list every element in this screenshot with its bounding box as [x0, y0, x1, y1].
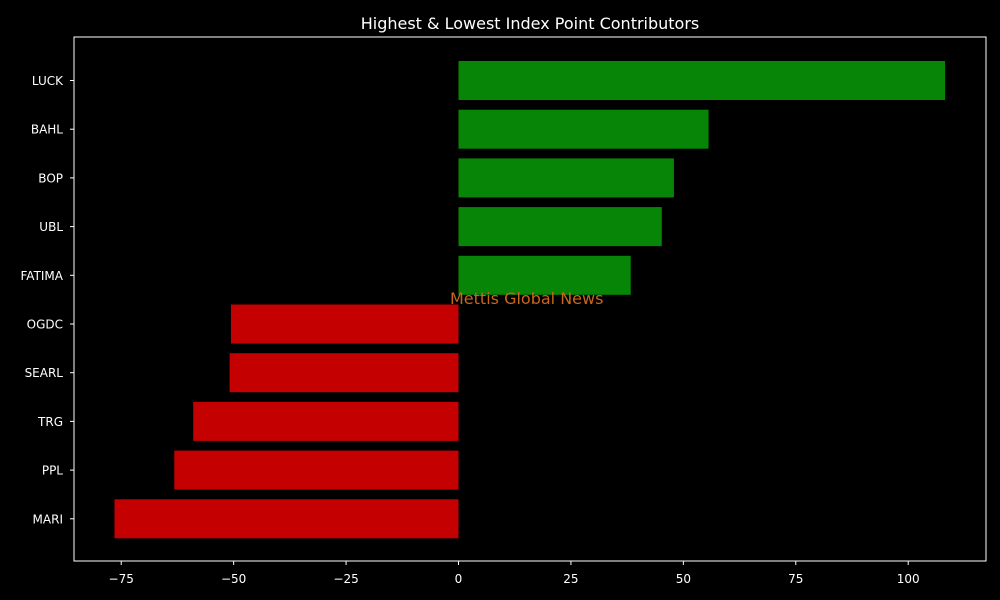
bar-ogdc [230, 304, 459, 344]
watermark-text: Mettis Global News [450, 289, 603, 308]
bar-ubl [458, 207, 662, 247]
x-tick-label: −25 [333, 572, 358, 586]
bar-searl [229, 353, 459, 393]
y-tick-label: PPL [42, 464, 63, 478]
x-tick-label: 0 [455, 572, 463, 586]
y-axis: LUCK BAHL BOP UBL FATIMA OGDC SEARL TRG PPL MARI [20, 74, 74, 526]
chart-title: Highest & Lowest Index Point Contributor… [361, 14, 700, 33]
bar-bop [458, 158, 674, 198]
x-tick-label: 25 [563, 572, 578, 586]
x-tick-label: 100 [897, 572, 920, 586]
bar-fatima [458, 255, 631, 295]
y-tick-label: FATIMA [20, 269, 63, 283]
x-axis: −75 −50 −25 0 25 50 75 100 [109, 561, 920, 586]
y-tick-label: OGDC [27, 318, 63, 332]
x-tick-label: 75 [788, 572, 803, 586]
y-tick-label: MARI [33, 512, 63, 526]
bar-ppl [174, 450, 459, 490]
plot-frame [73, 36, 987, 562]
bar-luck [458, 61, 946, 100]
y-tick-label: TRG [37, 415, 63, 429]
bar-trg [193, 401, 459, 441]
y-tick-label: UBL [39, 220, 63, 234]
bars-layer [114, 61, 946, 539]
x-tick-label: 50 [676, 572, 691, 586]
y-tick-label: BAHL [31, 123, 63, 137]
y-tick-label: BOP [38, 171, 63, 185]
bar-bahl [458, 109, 709, 149]
y-tick-label: SEARL [25, 366, 64, 380]
bar-mari [114, 499, 459, 539]
y-tick-label: LUCK [32, 74, 64, 88]
x-tick-label: −75 [109, 572, 134, 586]
x-tick-label: −50 [221, 572, 246, 586]
